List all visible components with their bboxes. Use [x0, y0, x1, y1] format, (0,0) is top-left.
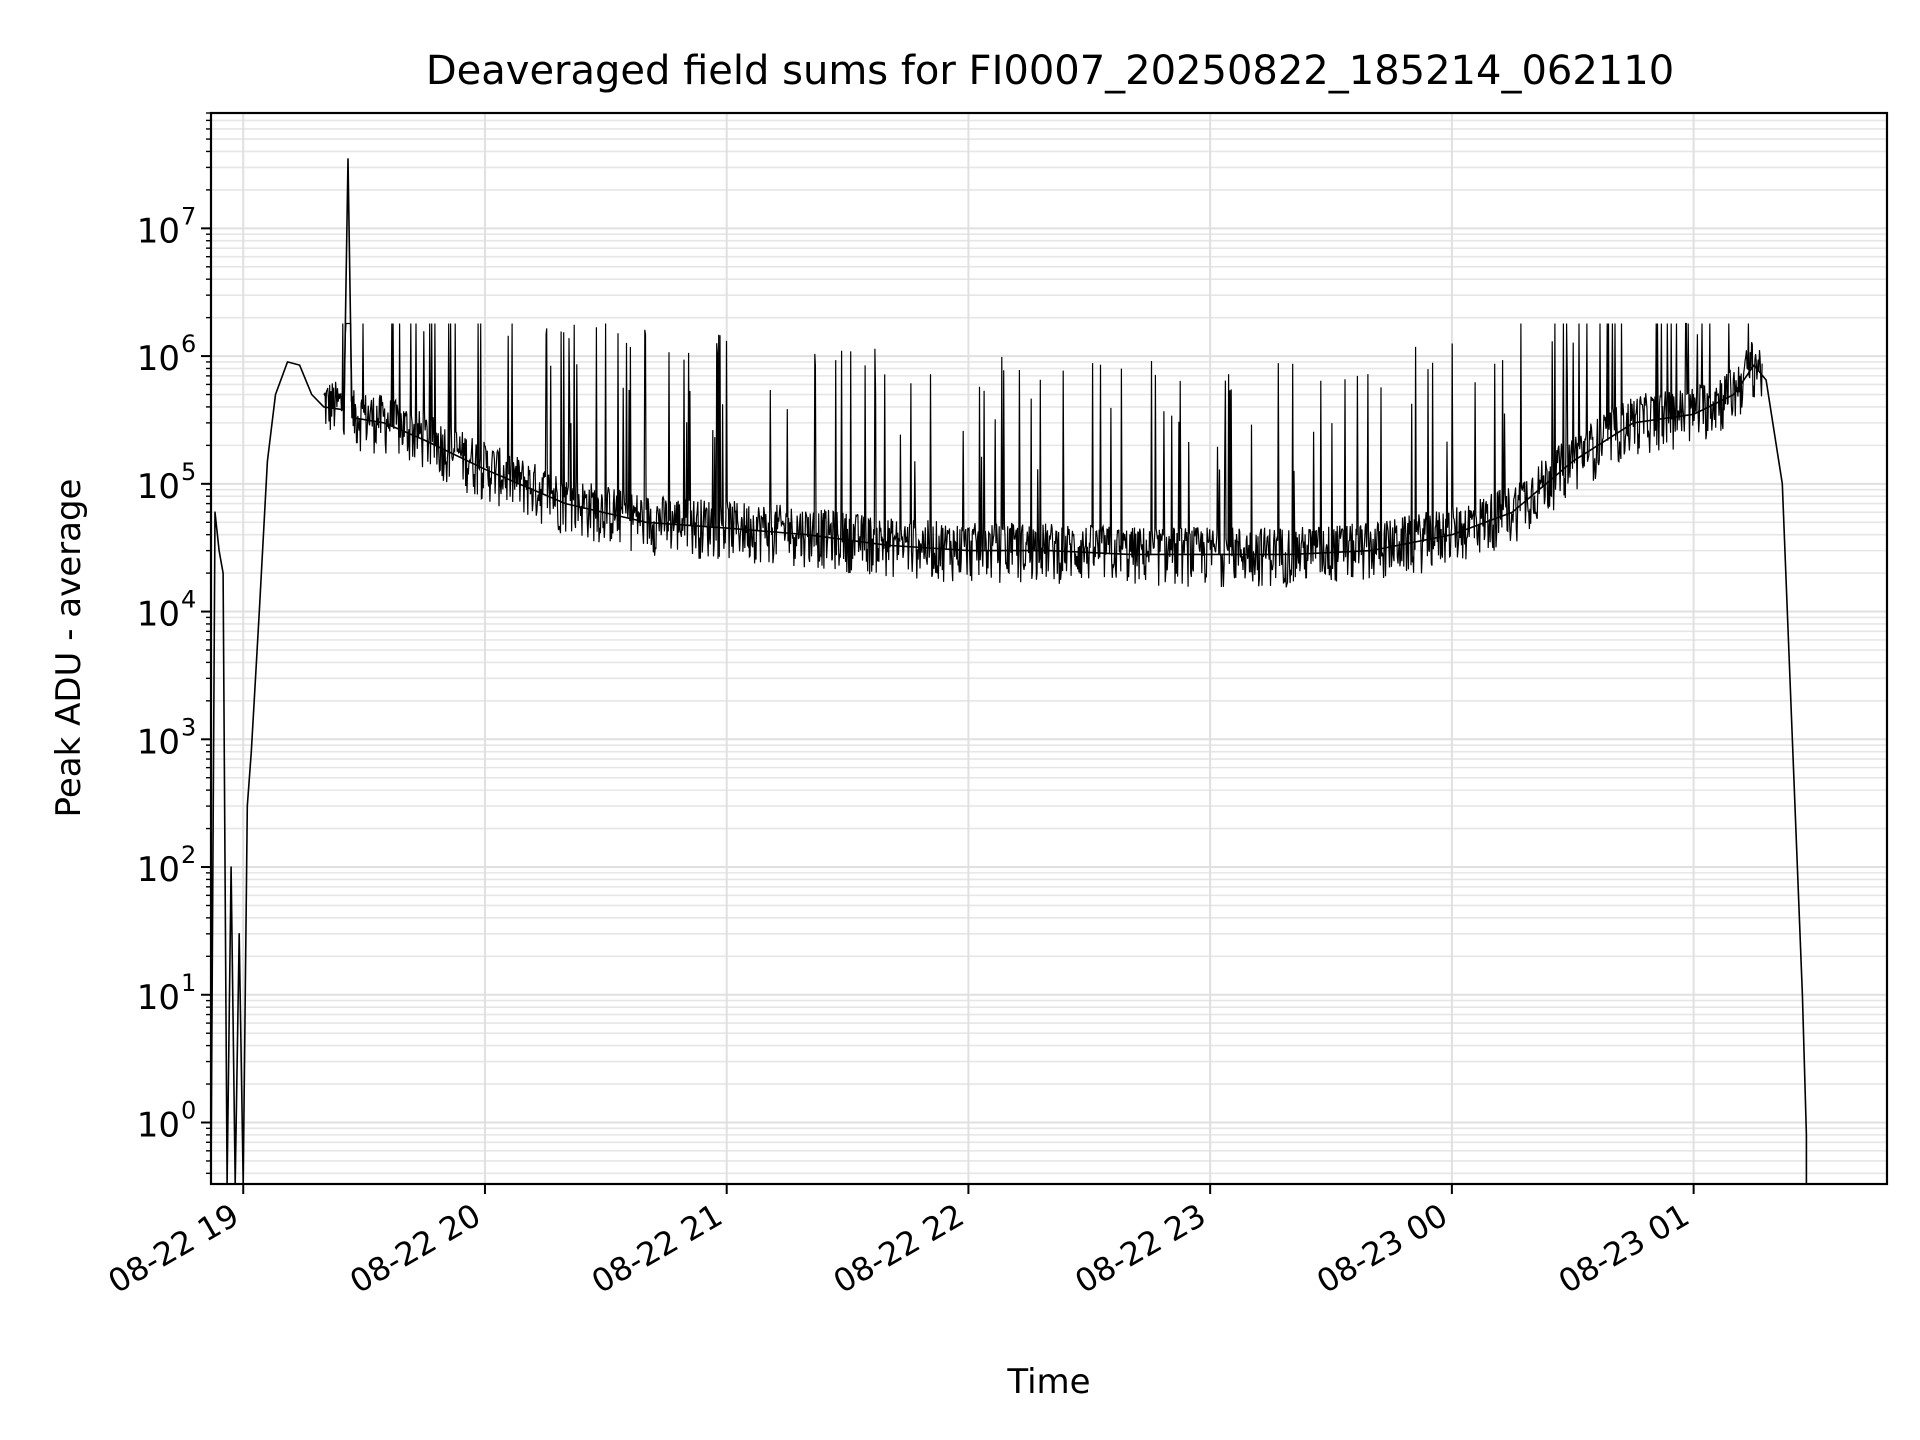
y-tick-label: 10	[137, 1105, 180, 1145]
y-tick-label-exponent: 4	[181, 586, 196, 614]
y-tick-label-exponent: 1	[181, 969, 196, 997]
grid-lines	[211, 112, 1887, 1184]
series-noise	[323, 322, 1763, 588]
y-tick-label-exponent: 5	[181, 458, 196, 486]
chart-title: Deaveraged field sums for FI0007_2025082…	[426, 48, 1674, 94]
plot-frame	[209, 111, 1889, 1186]
y-tick-label-exponent: 7	[181, 202, 196, 230]
series-lines	[210, 158, 1808, 1185]
y-tick-label: 10	[137, 978, 180, 1018]
y-tick-label: 10	[137, 339, 180, 379]
y-tick-label: 10	[137, 595, 180, 635]
y-tick-label-exponent: 3	[181, 713, 196, 741]
y-tick-label: 10	[137, 850, 180, 890]
y-axis-label: Peak ADU - average	[49, 479, 89, 818]
y-tick-label-exponent: 2	[181, 841, 196, 869]
x-axis-label: Time	[1006, 1362, 1090, 1402]
y-tick-label: 10	[137, 467, 180, 507]
y-tick-label-exponent: 0	[181, 1096, 196, 1124]
y-tick-label-exponent: 6	[181, 330, 196, 358]
y-tick-label: 10	[137, 211, 180, 251]
y-tick-label: 10	[137, 722, 180, 762]
